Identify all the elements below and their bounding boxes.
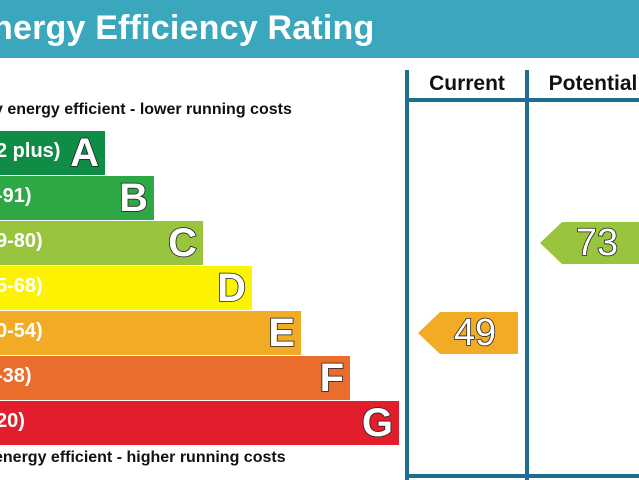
rating-value-current: 49 bbox=[453, 311, 497, 355]
band-a: 2 plus) A bbox=[0, 131, 105, 175]
header-underline bbox=[405, 98, 639, 102]
rating-arrow-potential bbox=[540, 222, 639, 264]
band-range-label: 9-80) bbox=[0, 230, 43, 252]
band-g: 20) G bbox=[0, 401, 399, 445]
band-letter: D bbox=[216, 266, 246, 310]
header-bar: nergy Efficiency Rating bbox=[0, 0, 639, 58]
column-header-current: Current bbox=[429, 72, 505, 95]
band-letter: F bbox=[319, 356, 345, 400]
band-range-label: -38) bbox=[0, 365, 32, 387]
band-letter: E bbox=[268, 311, 296, 355]
band-b: -91) B bbox=[0, 176, 154, 220]
band-range-label: 0-54) bbox=[0, 320, 43, 342]
rating-value-potential: 73 bbox=[575, 221, 619, 265]
column-header-potential: Potential bbox=[548, 72, 638, 95]
band-range-label: 20) bbox=[0, 410, 25, 432]
band-range-label: 5-68) bbox=[0, 275, 43, 297]
band-letter: G bbox=[361, 401, 394, 445]
band-range-label: -91) bbox=[0, 185, 32, 207]
band-e: 0-54) E bbox=[0, 311, 301, 355]
band-range-label: 2 plus) bbox=[0, 140, 61, 162]
caption-top: y energy efficient - lower running costs bbox=[0, 101, 292, 118]
chart-title: nergy Efficiency Rating bbox=[0, 9, 375, 47]
band-c: 9-80) C bbox=[0, 221, 203, 265]
band-letter: B bbox=[118, 176, 148, 220]
band-letter: C bbox=[167, 221, 197, 265]
rating-arrow-current bbox=[418, 312, 518, 354]
bottom-border bbox=[405, 474, 639, 478]
band-d: 5-68) D bbox=[0, 266, 252, 310]
grid-line-left bbox=[405, 70, 409, 480]
band-f: -38) F bbox=[0, 356, 350, 400]
caption-bottom: energy efficient - higher running costs bbox=[0, 449, 286, 466]
grid-line-middle bbox=[525, 70, 529, 480]
band-letter: A bbox=[69, 131, 99, 175]
